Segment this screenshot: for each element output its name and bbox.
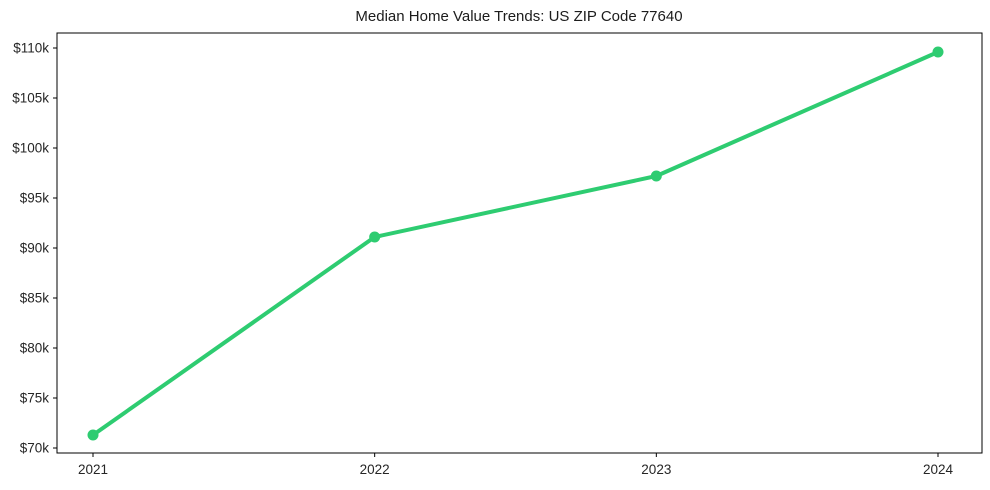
y-tick-label: $95k: [20, 191, 50, 206]
y-tick-label: $80k: [20, 341, 50, 356]
x-tick-label: 2024: [923, 462, 954, 477]
x-tick-label: 2021: [78, 462, 108, 477]
x-tick-label: 2023: [641, 462, 671, 477]
y-tick-label: $90k: [20, 241, 50, 256]
trend-line: [91, 50, 940, 437]
y-tick-label: $70k: [20, 441, 50, 456]
y-tick-label: $110k: [13, 41, 49, 56]
chart-title: Median Home Value Trends: US ZIP Code 77…: [355, 8, 682, 25]
data-point-marker: [369, 231, 381, 243]
plot-area: $70k $75k $80k $85k $90k $95k $100k $105k $110k 2…: [12, 32, 983, 477]
data-point-marker: [87, 429, 99, 441]
data-point-marker: [932, 46, 944, 58]
x-tick-label: 2022: [360, 462, 390, 477]
plot-frame: [56, 32, 983, 454]
y-tick-label: $85k: [20, 291, 50, 306]
data-point-marker: [650, 170, 662, 182]
y-tick-label: $75k: [20, 391, 50, 406]
y-tick-label: $105k: [12, 91, 49, 106]
y-tick-label: $100k: [12, 141, 49, 156]
